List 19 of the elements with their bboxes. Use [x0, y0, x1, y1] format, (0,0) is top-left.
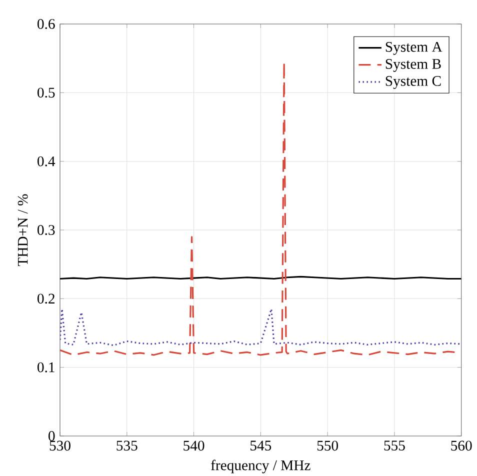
y-tick-label: 0.5 — [38, 88, 55, 98]
y-tick-label: 0.3 — [38, 225, 55, 235]
legend-label: System B — [386, 59, 441, 72]
x-tick-label: 540 — [184, 440, 204, 451]
y-tick-label: 0.2 — [38, 294, 54, 304]
legend-label: System A — [386, 42, 442, 55]
y-tick-label: 0.1 — [38, 362, 54, 372]
x-tick-label: 560 — [451, 440, 472, 451]
x-tick-label: 550 — [317, 440, 338, 451]
x-tick-label: 530 — [50, 440, 70, 451]
x-tick-label: 545 — [250, 440, 272, 451]
y-axis-title: THD+N / % — [18, 194, 28, 266]
legend-label: System C — [386, 76, 441, 89]
y-tick-label: 0 — [48, 431, 55, 441]
x-tick-label: 535 — [116, 440, 138, 451]
y-tick-label: 0.4 — [38, 156, 56, 166]
y-tick-label: 0.6 — [38, 19, 55, 29]
x-axis-title: frequency / MHz — [211, 460, 310, 474]
x-tick-label: 555 — [384, 440, 405, 450]
